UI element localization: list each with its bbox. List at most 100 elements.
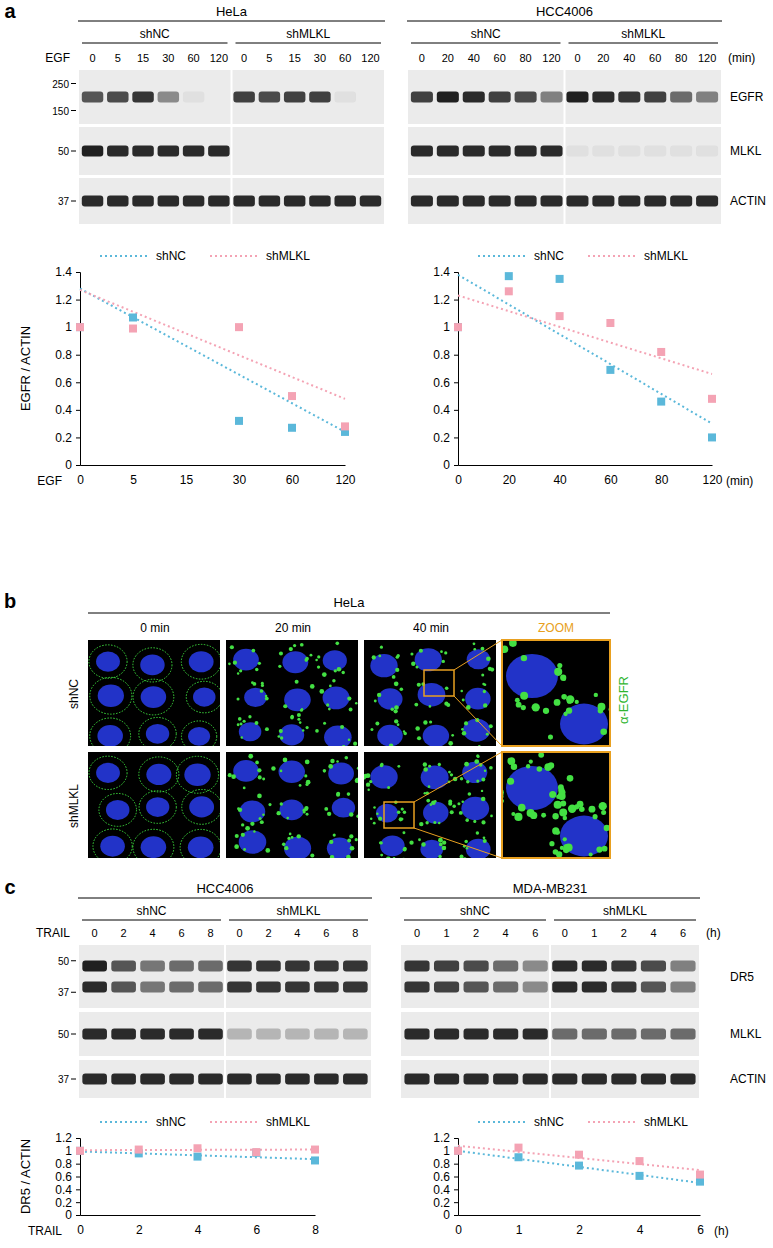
- egfr-punctum: [394, 709, 398, 713]
- egfr-punctum: [280, 736, 283, 739]
- x-axis: 020406080120: [455, 466, 723, 487]
- point: [129, 325, 137, 333]
- group-rule: [404, 920, 546, 921]
- nucleus: [466, 839, 491, 858]
- egfr-punctum: [251, 649, 255, 653]
- egfr-punctum: [445, 686, 449, 690]
- egfr-punctum: [440, 650, 443, 653]
- time-label: 2: [121, 927, 127, 939]
- nucleus: [332, 798, 355, 818]
- band: [670, 196, 692, 207]
- band: [227, 1074, 252, 1085]
- band: [404, 1074, 429, 1085]
- egfr-punctum: [289, 833, 292, 836]
- egfr-punctum: [248, 715, 251, 718]
- nucleus: [189, 796, 214, 817]
- group-label: shNC: [136, 904, 166, 918]
- egfr-punctum: [257, 794, 262, 799]
- egfr-punctum: [370, 728, 373, 731]
- egfr-punctum: [340, 725, 344, 729]
- group-label: shMLKL: [286, 27, 330, 41]
- point: [696, 1178, 704, 1186]
- band: [132, 196, 153, 207]
- nucleus: [323, 650, 347, 671]
- mw-tick: [71, 1034, 76, 1035]
- egfr-punctum: [277, 735, 280, 738]
- time-label: 120: [542, 52, 560, 64]
- egfr-punctum: [235, 834, 239, 838]
- nucleus: [239, 830, 267, 853]
- nucleus: [188, 836, 214, 858]
- point: [556, 275, 564, 283]
- y-tick-mark: [454, 410, 458, 411]
- plot-area: [454, 1144, 704, 1186]
- egfr-punctum: [561, 694, 567, 700]
- band: [696, 92, 718, 103]
- nucleus: [140, 654, 164, 675]
- egfr-punctum: [567, 775, 574, 782]
- band: [111, 982, 136, 993]
- mw-marker: 50: [58, 146, 70, 157]
- point: [505, 272, 513, 280]
- x-tick: 15: [180, 473, 194, 487]
- y-tick-mark: [454, 1164, 458, 1165]
- egfr-punctum: [446, 703, 450, 707]
- time-label: 6: [680, 927, 686, 939]
- x-axis: 05153060120: [77, 466, 356, 487]
- egfr-punctum: [297, 718, 300, 721]
- egfr-punctum: [448, 802, 452, 806]
- egfr-punctum: [481, 820, 485, 824]
- band: [515, 196, 537, 207]
- egfr-punctum: [355, 778, 358, 782]
- egfr-punctum: [287, 837, 290, 840]
- egfr-punctum: [334, 669, 337, 672]
- legend-swatch: [478, 1121, 526, 1123]
- egfr-punctum: [393, 857, 396, 858]
- panel-label: b: [4, 590, 16, 612]
- egfr-punctum: [302, 729, 305, 732]
- egfr-punctum: [481, 673, 484, 676]
- y-tick: 0: [65, 458, 80, 472]
- time-label: 6: [532, 927, 538, 939]
- egfr-punctum: [349, 812, 354, 817]
- x-tick-label: 6: [253, 1223, 260, 1237]
- egfr-punctum: [323, 722, 326, 725]
- group-rule: [411, 43, 561, 44]
- point: [556, 312, 564, 320]
- egfr-punctum: [481, 647, 485, 651]
- y-tick-mark: [454, 1189, 458, 1190]
- egfr-punctum: [593, 814, 598, 819]
- y-axis: 00.20.40.60.811.21.4: [55, 265, 80, 472]
- point: [606, 319, 614, 327]
- membrane: [233, 178, 385, 224]
- y-tick: 0.8: [433, 1157, 458, 1171]
- egfr-punctum: [297, 713, 301, 717]
- nucleus: [146, 764, 171, 785]
- band: [208, 196, 229, 207]
- egfr-punctum: [486, 657, 491, 662]
- band: [169, 1074, 194, 1085]
- egfr-punctum: [419, 649, 423, 653]
- membrane: [566, 70, 722, 124]
- band: [641, 982, 666, 993]
- band: [437, 196, 459, 207]
- band: [696, 146, 718, 157]
- egfr-punctum: [442, 841, 446, 845]
- egfr-punctum: [228, 773, 232, 777]
- egfr-punctum: [369, 780, 372, 783]
- time-label: 0: [414, 927, 420, 939]
- point: [76, 323, 84, 331]
- band: [582, 982, 607, 993]
- mw-marker: 37: [58, 196, 70, 207]
- header-rule: [78, 21, 385, 22]
- band: [82, 146, 103, 157]
- egfr-punctum: [483, 690, 486, 693]
- egfr-punctum: [520, 692, 528, 700]
- legend: shNCshMLKL: [478, 1115, 688, 1129]
- y-tick-mark: [454, 465, 458, 466]
- band: [611, 1074, 636, 1085]
- egfr-punctum: [374, 699, 377, 702]
- x-tick: 120: [335, 473, 355, 487]
- group-rule: [82, 43, 228, 44]
- egfr-punctum: [336, 760, 339, 763]
